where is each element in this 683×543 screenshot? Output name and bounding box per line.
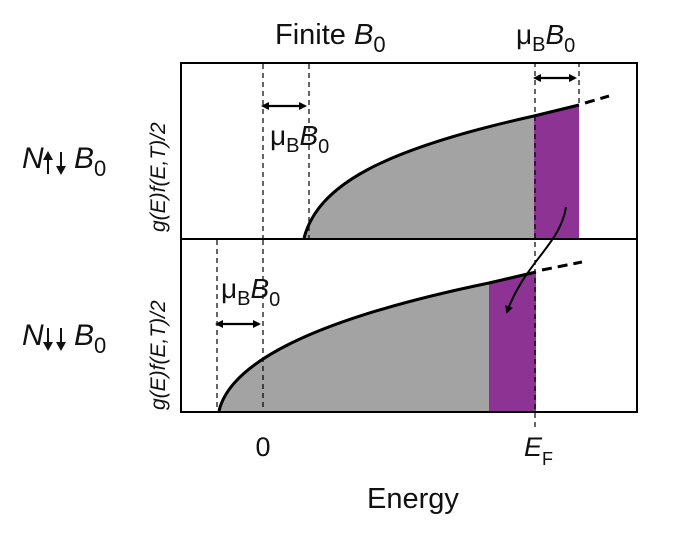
figure-title: Finite B0 bbox=[275, 19, 386, 57]
bottom-gray-occupied-region bbox=[219, 283, 489, 411]
bottom-y-axis-label: g(E)f(E,T)/2 bbox=[147, 300, 170, 410]
spin-down-arrow-icon bbox=[56, 152, 66, 175]
top-gray-occupied-region bbox=[304, 116, 534, 238]
spin-down-arrow-icon bbox=[43, 328, 53, 351]
svg-text:B0: B0 bbox=[74, 142, 106, 181]
tick-zero: 0 bbox=[255, 432, 270, 462]
bottom-shift-label: μBB0 bbox=[221, 273, 280, 311]
spin-up-arrow-icon bbox=[43, 151, 53, 174]
spin-down-arrow-icon bbox=[56, 328, 66, 351]
bottom-dos-curve bbox=[217, 270, 537, 412]
spin-flip-arrow bbox=[505, 206, 567, 314]
top-dos-curve bbox=[302, 103, 580, 239]
svg-text:N: N bbox=[22, 319, 44, 352]
bottom-dos-curve-extension bbox=[541, 260, 583, 272]
top-dos-curve-extension bbox=[584, 94, 610, 105]
top-row-label: N B0 bbox=[22, 142, 106, 181]
top-right-shift-label: μBB0 bbox=[516, 19, 575, 57]
top-left-shift-label: μBB0 bbox=[270, 120, 329, 158]
bottom-row-label: N B0 bbox=[22, 319, 106, 358]
bottom-purple-shift-region bbox=[489, 272, 536, 411]
top-purple-shift-region bbox=[534, 105, 579, 238]
top-y-axis-label: g(E)f(E,T)/2 bbox=[147, 122, 170, 232]
svg-text:B0: B0 bbox=[74, 319, 106, 358]
x-axis-label: Energy bbox=[367, 483, 459, 515]
bottom-panel-frame bbox=[180, 238, 638, 413]
svg-text:N: N bbox=[22, 142, 44, 175]
tick-fermi-energy: EF bbox=[524, 432, 553, 469]
